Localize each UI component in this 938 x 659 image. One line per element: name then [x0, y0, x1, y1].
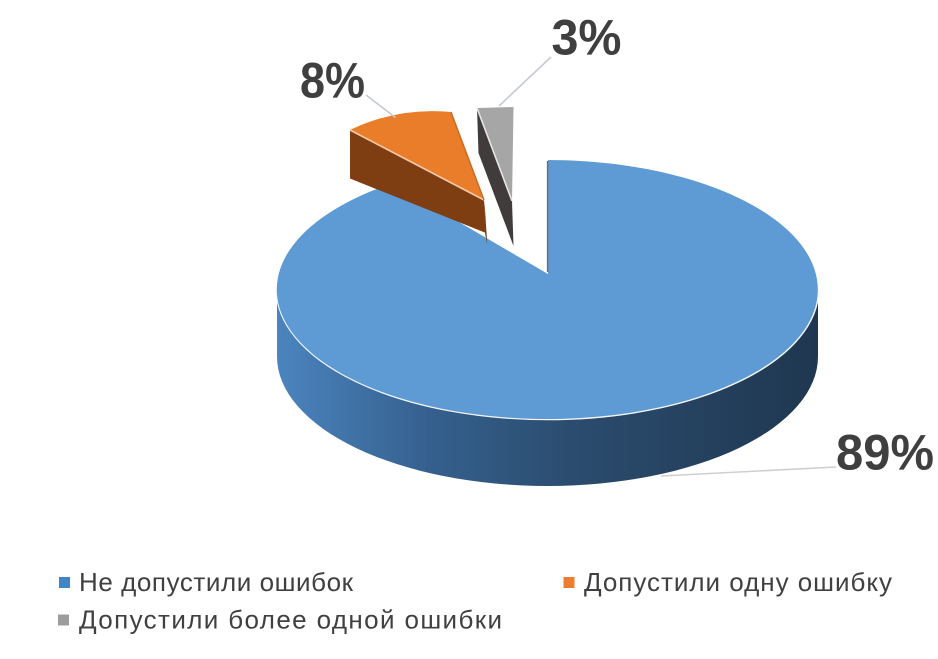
svg-text:8%: 8%	[300, 53, 365, 109]
svg-text:Допустили одну ошибку: Допустили одну ошибку	[584, 567, 892, 597]
svg-text:Не допустили ошибок: Не допустили ошибок	[79, 567, 354, 597]
svg-text:89%: 89%	[836, 425, 934, 481]
svg-text:3%: 3%	[552, 10, 622, 66]
svg-text:Допустили более одной ошибки: Допустили более одной ошибки	[79, 605, 502, 635]
